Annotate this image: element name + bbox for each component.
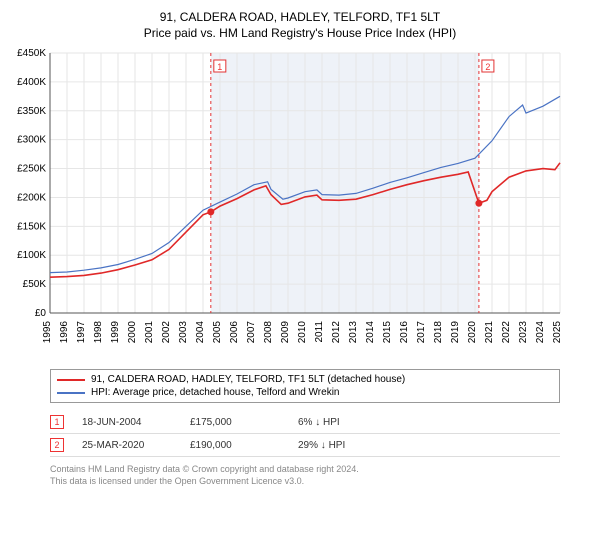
x-tick-label: 1999 <box>110 321 121 344</box>
title-address: 91, CALDERA ROAD, HADLEY, TELFORD, TF1 5… <box>10 10 590 24</box>
legend-label: HPI: Average price, detached house, Telf… <box>91 387 340 398</box>
y-tick-label: £300K <box>17 135 46 146</box>
row-price: £190,000 <box>190 440 280 451</box>
chart-container: £0 £50K £100K £150K £200K £250K £300K £350K £400… <box>10 48 590 363</box>
x-tick-label: 1998 <box>93 321 104 344</box>
x-tick-label: 2019 <box>450 321 461 344</box>
row-marker-box: 1 <box>50 415 64 429</box>
legend-swatch <box>57 392 85 394</box>
legend-row: HPI: Average price, detached house, Telf… <box>57 386 553 399</box>
row-delta: 29% ↓ HPI <box>298 440 388 451</box>
x-tick-label: 2009 <box>280 321 291 344</box>
price-events-table: 1 18-JUN-2004 £175,000 6% ↓ HPI 2 25-MAR-2020… <box>50 411 560 457</box>
legend-label: 91, CALDERA ROAD, HADLEY, TELFORD, TF1 5… <box>91 374 405 385</box>
x-tick-label: 2003 <box>178 321 189 344</box>
row-date: 25-MAR-2020 <box>82 440 172 451</box>
x-tick-label: 2002 <box>161 321 172 344</box>
x-tick-label: 2023 <box>518 321 529 344</box>
footer-line2: This data is licensed under the Open Gov… <box>50 475 590 487</box>
y-tick-label: £50K <box>23 279 47 290</box>
y-tick-label: £0 <box>35 308 47 319</box>
x-tick-label: 2011 <box>314 321 325 343</box>
x-tick-label: 2015 <box>382 321 393 344</box>
x-tick-label: 2022 <box>501 321 512 344</box>
marker-id: 2 <box>485 62 490 72</box>
x-tick-label: 2007 <box>246 321 257 344</box>
x-tick-label: 2012 <box>331 321 342 344</box>
y-tick-label: £200K <box>17 192 46 203</box>
legend-swatch <box>57 379 85 381</box>
marker-id: 1 <box>217 62 222 72</box>
x-tick-label: 2010 <box>297 321 308 344</box>
x-tick-label: 2013 <box>348 321 359 344</box>
x-tick-label: 2016 <box>399 321 410 344</box>
y-tick-label: £450K <box>17 48 46 59</box>
x-tick-label: 2017 <box>416 321 427 344</box>
x-tick-label: 2004 <box>195 321 206 344</box>
y-tick-label: £400K <box>17 77 46 88</box>
x-tick-label: 2021 <box>484 321 495 344</box>
row-marker-box: 2 <box>50 438 64 452</box>
x-tick-label: 2018 <box>433 321 444 344</box>
table-row: 2 25-MAR-2020 £190,000 29% ↓ HPI <box>50 434 560 457</box>
x-tick-label: 1995 <box>42 321 53 344</box>
marker-dot <box>475 200 482 207</box>
legend-row: 91, CALDERA ROAD, HADLEY, TELFORD, TF1 5… <box>57 373 553 386</box>
y-tick-label: £150K <box>17 221 46 232</box>
title-subtitle: Price paid vs. HM Land Registry's House … <box>10 26 590 40</box>
y-tick-label: £350K <box>17 106 46 117</box>
x-tick-label: 2006 <box>229 321 240 344</box>
footer-line1: Contains HM Land Registry data © Crown c… <box>50 463 590 475</box>
x-tick-label: 1996 <box>59 321 70 344</box>
marker-dot <box>207 208 214 215</box>
table-row: 1 18-JUN-2004 £175,000 6% ↓ HPI <box>50 411 560 434</box>
x-tick-label: 2025 <box>552 321 563 344</box>
x-tick-label: 2005 <box>212 321 223 344</box>
x-tick-label: 2020 <box>467 321 478 344</box>
row-price: £175,000 <box>190 417 280 428</box>
x-tick-label: 1997 <box>76 321 87 344</box>
y-tick-label: £250K <box>17 164 46 175</box>
y-tick-label: £100K <box>17 250 46 261</box>
x-tick-label: 2008 <box>263 321 274 344</box>
chart-legend: 91, CALDERA ROAD, HADLEY, TELFORD, TF1 5… <box>50 369 560 403</box>
shade-band <box>211 53 479 313</box>
footer-attribution: Contains HM Land Registry data © Crown c… <box>50 463 590 487</box>
line-chart: £0 £50K £100K £150K £200K £250K £300K £350K £400… <box>10 48 570 358</box>
row-delta: 6% ↓ HPI <box>298 417 388 428</box>
chart-titles: 91, CALDERA ROAD, HADLEY, TELFORD, TF1 5… <box>10 10 590 40</box>
row-date: 18-JUN-2004 <box>82 417 172 428</box>
x-tick-label: 2014 <box>365 321 376 344</box>
x-tick-label: 2024 <box>535 321 546 344</box>
x-tick-label: 2001 <box>144 321 155 344</box>
x-tick-label: 2000 <box>127 321 138 344</box>
